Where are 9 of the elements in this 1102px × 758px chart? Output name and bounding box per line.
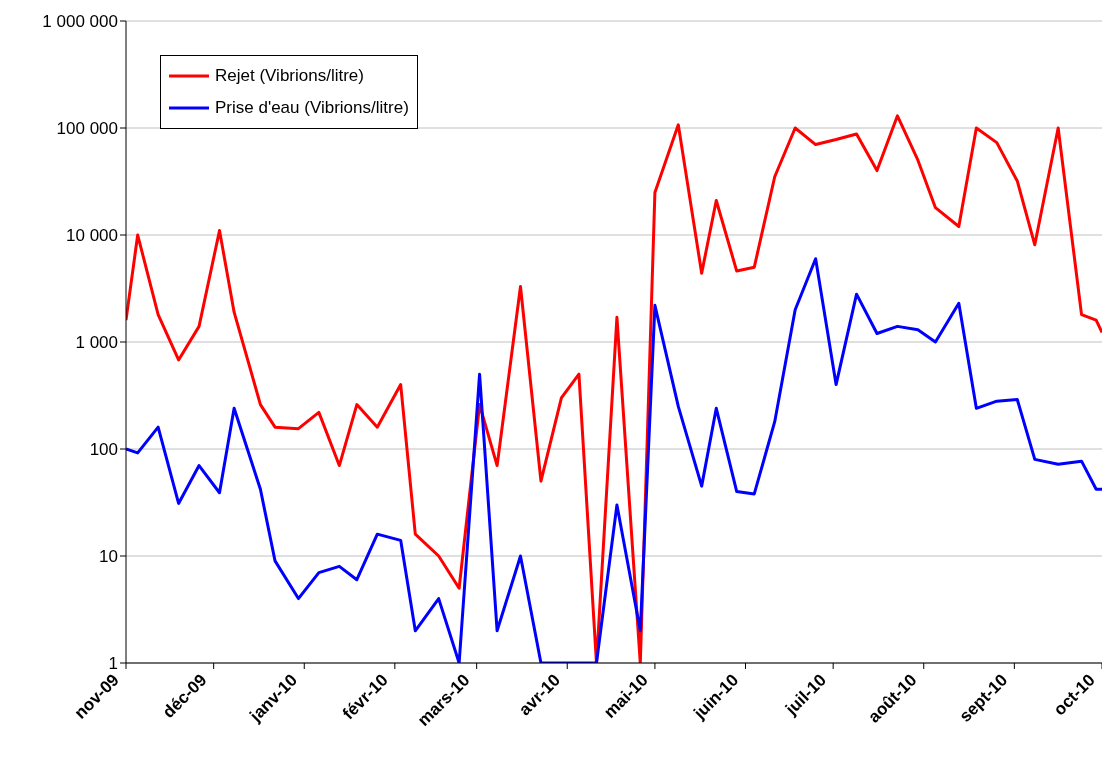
y-tick-label: 100 000 bbox=[56, 119, 118, 139]
legend-label: Prise d'eau (Vibrions/litre) bbox=[215, 98, 409, 118]
y-tick-label: 1 000 000 bbox=[42, 12, 118, 32]
y-tick-label: 10 000 bbox=[66, 226, 118, 246]
legend-label: Rejet (Vibrions/litre) bbox=[215, 66, 364, 86]
y-tick-label: 10 bbox=[99, 547, 118, 567]
y-tick-label: 100 bbox=[89, 440, 118, 460]
y-tick-label: 1 bbox=[108, 654, 118, 674]
y-tick-label: 1 000 bbox=[75, 333, 118, 353]
